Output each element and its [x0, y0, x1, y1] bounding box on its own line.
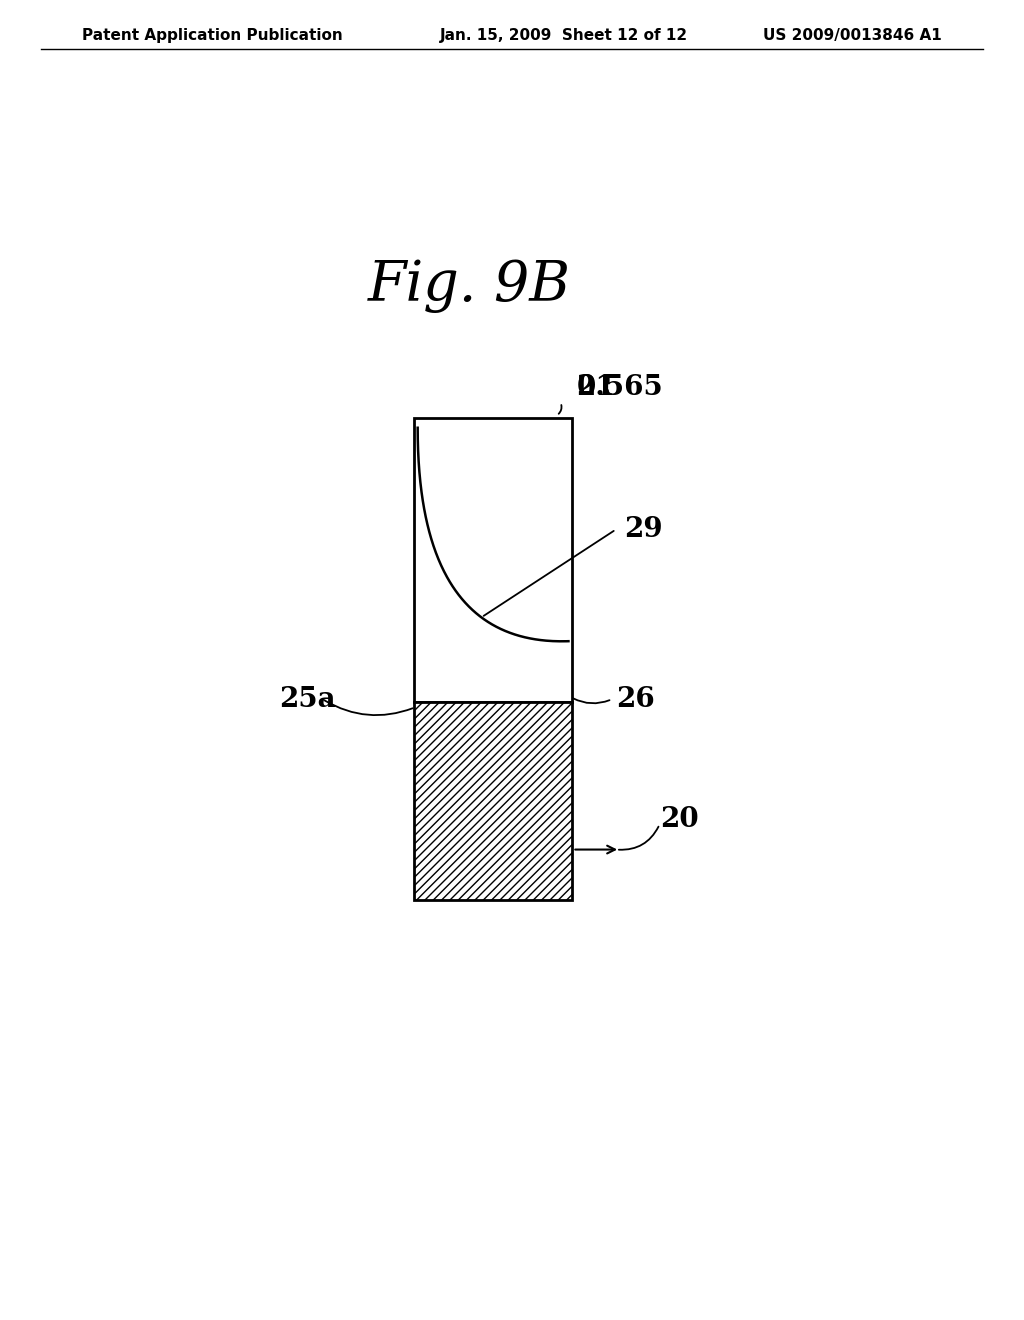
Text: 29: 29: [624, 516, 663, 543]
Bar: [414, 417, 572, 702]
Text: 21: 21: [577, 374, 615, 400]
Text: Fig. 9B: Fig. 9B: [368, 259, 570, 313]
Text: 26: 26: [616, 685, 654, 713]
Bar: [414, 702, 572, 900]
Text: 25a: 25a: [279, 685, 336, 713]
Text: Jan. 15, 2009  Sheet 12 of 12: Jan. 15, 2009 Sheet 12 of 12: [440, 28, 688, 44]
Text: 0.565: 0.565: [577, 374, 664, 400]
Text: 20: 20: [659, 805, 698, 833]
Text: US 2009/0013846 A1: US 2009/0013846 A1: [763, 28, 942, 44]
Text: Patent Application Publication: Patent Application Publication: [82, 28, 343, 44]
